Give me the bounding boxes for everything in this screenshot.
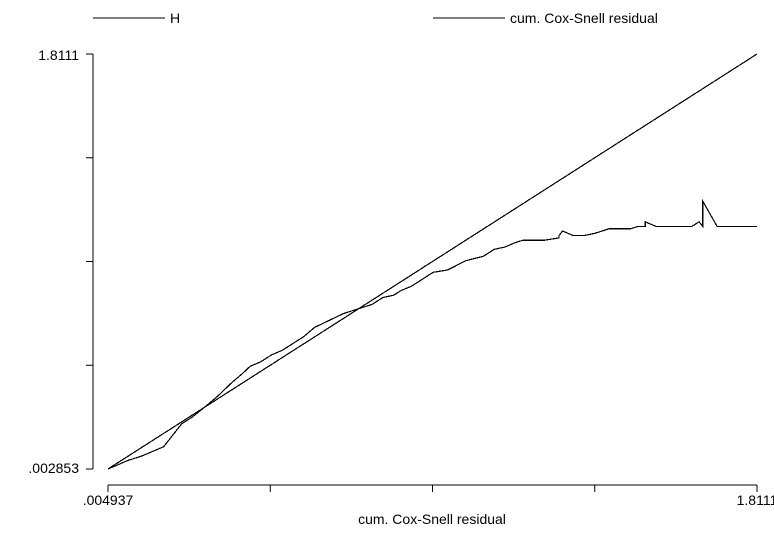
x-ticks [107,485,758,492]
legend-label-cox-snell: cum. Cox-Snell residual [510,10,658,26]
y-ticks [86,53,93,470]
series-line-h [107,198,757,470]
x-axis-label: cum. Cox-Snell residual [358,511,506,527]
y-tick-label-min: .002853 [28,460,79,476]
legend: H cum. Cox-Snell residual [93,10,658,26]
y-tick-label-max: 1.8111 [38,47,79,63]
legend-label-h: H [170,10,180,26]
x-tick-label-min: .004937 [83,492,134,508]
series-line-cox-snell [107,53,758,470]
x-tick-label-max: 1.8111 [737,492,774,508]
series-layer [107,53,758,470]
